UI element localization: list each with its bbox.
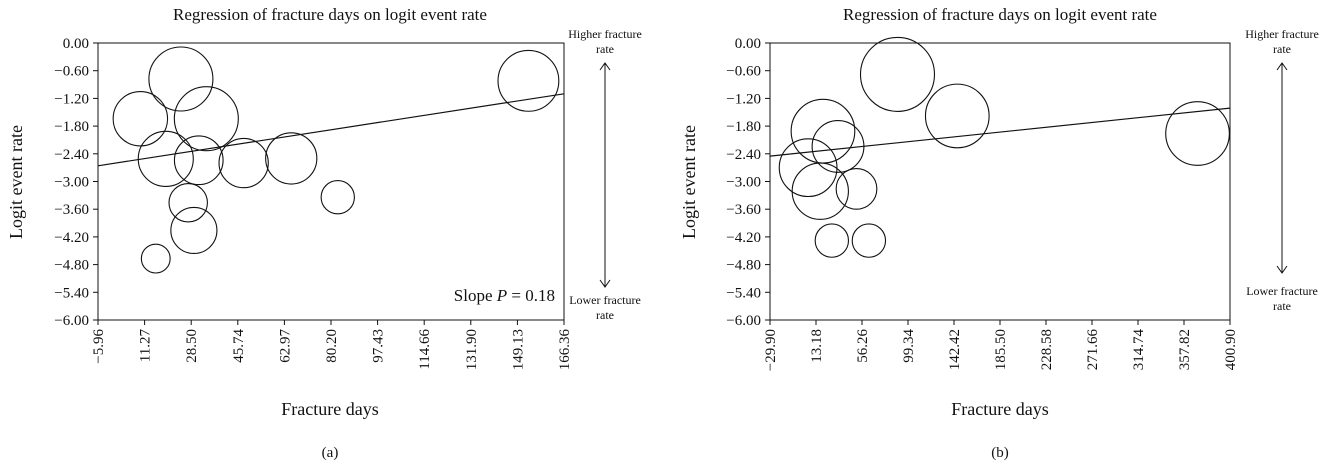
study-bubble: [778, 138, 838, 198]
bubbles-group: [112, 46, 560, 274]
x-tick-label: −5.96: [91, 329, 107, 364]
chart-title: Regression of fracture days on logit eve…: [173, 5, 487, 24]
y-ticks-group: 0.00 −0.60 −1.20 −1.80 −2.40 −3.00 −3.60 −4.20 −…: [54, 36, 98, 329]
lower-rate-label-line2: rate: [596, 308, 614, 322]
study-bubble: [140, 243, 171, 274]
panel-b: Regression of fracture days on logit eve…: [679, 5, 1319, 461]
x-tick-label: 28.50: [184, 329, 200, 363]
lower-rate-label-line2: rate: [1273, 299, 1291, 313]
y-axis-label: Logit event rate: [6, 125, 26, 239]
y-tick-label: −1.80: [54, 119, 89, 135]
x-tick-label: 97.43: [371, 329, 387, 363]
x-tick-label: 62.97: [277, 329, 293, 363]
x-tick-label: 45.74: [231, 329, 247, 363]
study-bubble: [112, 90, 169, 147]
y-tick-label: −1.20: [54, 91, 89, 107]
y-tick-label: −3.60: [726, 202, 761, 218]
study-bubble: [173, 86, 239, 152]
slope-annotation: Slope P = 0.18: [454, 286, 555, 305]
panel-caption: (a): [322, 445, 339, 461]
y-ticks-group: 0.00 −0.60 −1.20 −1.80 −2.40 −3.00 −3.60 −4.20 −…: [726, 36, 770, 329]
x-tick-label: 99.34: [901, 329, 917, 363]
x-axis-label: Fracture days: [281, 399, 378, 419]
y-tick-label: −2.40: [54, 147, 89, 163]
slope-p: P: [496, 286, 507, 305]
y-tick-label: −4.80: [54, 258, 89, 274]
x-tick-label: 11.27: [138, 329, 154, 363]
x-tick-label: 357.82: [1177, 329, 1193, 370]
y-tick-label: −0.60: [54, 64, 89, 80]
study-bubble: [170, 206, 218, 255]
y-tick-label: −4.80: [726, 258, 761, 274]
y-tick-label: −4.20: [726, 230, 761, 246]
x-tick-label: 228.58: [1039, 329, 1055, 370]
x-tick-label: 131.90: [464, 329, 480, 370]
y-tick-label: −5.40: [54, 285, 89, 301]
higher-rate-label-line1: Higher fracture: [568, 27, 642, 41]
lower-rate-label-line1: Lower fracture: [569, 293, 641, 307]
y-tick-label: −6.00: [726, 313, 761, 329]
study-bubble: [811, 119, 865, 173]
x-tick-label: 149.13: [510, 329, 526, 370]
bubbles-group: [778, 36, 1230, 258]
higher-rate-label-line2: rate: [1273, 42, 1291, 56]
panel-caption: (b): [991, 445, 1009, 461]
study-bubble: [218, 137, 269, 189]
study-bubble: [835, 167, 878, 210]
x-tick-label: 56.26: [855, 329, 871, 363]
double-arrow: [1276, 62, 1288, 274]
regression-line: [97, 93, 565, 167]
x-tick-label: 314.74: [1131, 329, 1147, 371]
plot-frame: [769, 42, 1231, 321]
study-bubble: [924, 83, 990, 149]
y-tick-label: 0.00: [63, 36, 89, 52]
y-tick-label: 0.00: [735, 36, 761, 52]
y-tick-label: −0.60: [726, 64, 761, 80]
y-tick-label: −3.60: [54, 202, 89, 218]
study-bubble: [1165, 101, 1230, 166]
y-tick-label: −4.20: [54, 230, 89, 246]
chart-title: Regression of fracture days on logit eve…: [843, 5, 1157, 24]
higher-rate-label-line2: rate: [596, 42, 614, 56]
study-bubble: [791, 162, 849, 220]
study-bubble: [497, 49, 560, 112]
x-tick-label: 114.66: [417, 329, 433, 370]
study-bubble: [265, 132, 318, 185]
slope-value: = 0.18: [507, 286, 555, 305]
x-tick-label: −29.90: [763, 329, 779, 371]
higher-rate-label-line1: Higher fracture: [1245, 27, 1319, 41]
study-bubble: [168, 182, 208, 223]
x-ticks-group: −29.90 13.18 56.26 99.34 142.42 185.50 228.58 2…: [763, 320, 1239, 371]
y-tick-label: −6.00: [54, 313, 89, 329]
x-ticks-group: −5.96 11.27 28.50 45.74 62.97 80.20 97.43 114.6…: [91, 320, 573, 370]
y-tick-label: −3.00: [726, 175, 761, 191]
y-tick-label: −2.40: [726, 147, 761, 163]
y-axis-label: Logit event rate: [679, 125, 699, 239]
y-tick-label: −1.20: [726, 91, 761, 107]
double-arrow: [599, 62, 611, 288]
study-bubble: [137, 130, 194, 187]
slope-prefix: Slope: [454, 286, 497, 305]
study-bubble: [859, 36, 936, 112]
lower-rate-label-line1: Lower fracture: [1246, 284, 1318, 298]
panel-a: Regression of fracture days on logit eve…: [6, 5, 642, 461]
study-bubble: [851, 223, 887, 258]
study-bubble: [148, 46, 214, 112]
study-bubble: [173, 135, 224, 186]
x-axis-label: Fracture days: [951, 399, 1048, 419]
y-tick-label: −5.40: [726, 285, 761, 301]
x-tick-label: 185.50: [993, 329, 1009, 370]
x-tick-label: 271.66: [1085, 329, 1101, 371]
x-tick-label: 166.36: [557, 329, 573, 371]
regression-line: [769, 107, 1231, 157]
x-tick-label: 142.42: [947, 329, 963, 370]
study-bubble: [814, 223, 850, 258]
x-tick-label: 400.90: [1223, 329, 1239, 370]
study-bubble: [320, 180, 355, 215]
y-tick-label: −1.80: [726, 119, 761, 135]
y-tick-label: −3.00: [54, 175, 89, 191]
x-tick-label: 80.20: [324, 329, 340, 363]
x-tick-label: 13.18: [809, 329, 825, 363]
